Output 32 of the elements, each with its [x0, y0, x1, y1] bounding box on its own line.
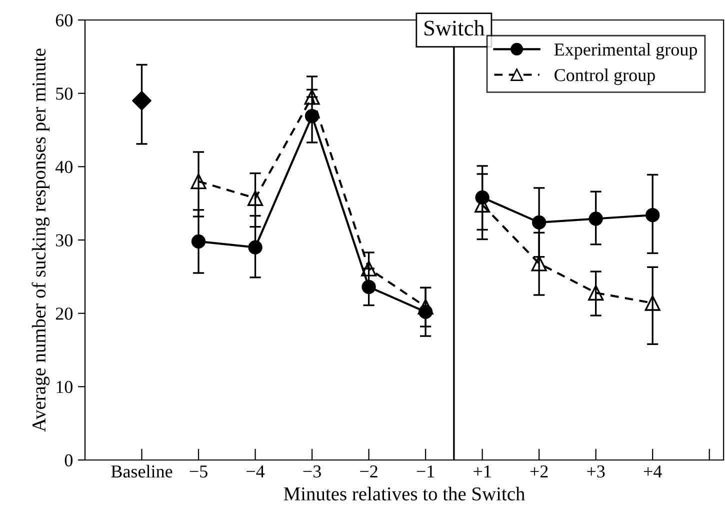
x-tick-label: +4 — [644, 466, 662, 478]
x-tick-label: −2 — [360, 465, 378, 478]
x-tick-label: −1 — [416, 465, 434, 478]
point — [190, 174, 206, 190]
legend-label: Experimental group — [554, 42, 698, 60]
y-tick-label: 40 — [55, 160, 73, 174]
point — [361, 260, 377, 276]
point — [248, 190, 264, 206]
y-tick-label: 60 — [56, 14, 73, 26]
x-tick-label: −5 — [190, 466, 208, 478]
y-axis-title: Average number of sucking responses per minute — [32, 48, 50, 432]
y-tick-label: 10 — [56, 380, 73, 394]
point — [418, 298, 434, 315]
x-tick-label: +3 — [587, 465, 605, 478]
point — [304, 89, 320, 105]
point — [191, 234, 206, 249]
y-tick-label: 50 — [56, 88, 73, 100]
point — [362, 280, 376, 294]
point — [132, 90, 152, 110]
point — [304, 108, 320, 124]
x-tick-label: +2 — [530, 465, 548, 478]
annotation: Switch — [424, 20, 485, 36]
x-tick-label: Baseline — [111, 464, 172, 478]
y-tick-label: 20 — [56, 308, 73, 320]
legend-label: Control group — [554, 68, 655, 85]
x-axis-title: Minutes relatives to the Switch — [284, 486, 525, 500]
x-tick-label: +1 — [474, 465, 491, 478]
x-tick-label: −4 — [246, 466, 265, 478]
y-tick-label: 30 — [56, 234, 73, 246]
x-tick-label: −3 — [303, 465, 321, 478]
y-tick-label: 0 — [64, 454, 73, 466]
point — [248, 240, 262, 254]
